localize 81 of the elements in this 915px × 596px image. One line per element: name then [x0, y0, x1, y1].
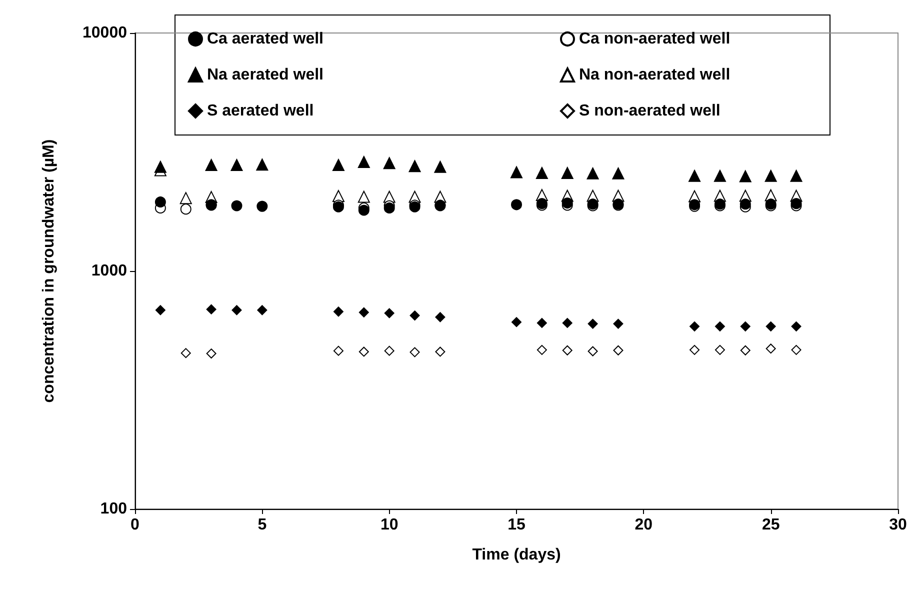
legend-label: S aerated well: [207, 102, 314, 120]
point: [586, 167, 599, 180]
point: [180, 192, 192, 204]
point: [384, 346, 394, 356]
point: [180, 348, 191, 358]
y-tick-label: 1000: [91, 262, 128, 280]
point: [410, 310, 420, 321]
point: [764, 170, 777, 182]
point: [154, 160, 166, 173]
point: [740, 345, 750, 356]
point: [688, 170, 701, 182]
point: [206, 304, 216, 314]
point: [256, 200, 268, 212]
point: [536, 344, 547, 355]
point: [257, 305, 268, 316]
legend-label: S non-aerated well: [579, 102, 720, 120]
y-tick-label: 100: [100, 500, 128, 518]
point: [256, 158, 268, 171]
point: [332, 158, 344, 171]
legend-label: Ca aerated well: [207, 30, 324, 48]
point: [358, 307, 369, 318]
point: [333, 306, 344, 317]
point: [714, 170, 726, 182]
point: [510, 166, 522, 178]
point: [232, 305, 242, 316]
y-axis-title: concentration in groundwater (µM): [40, 139, 58, 403]
point: [740, 321, 750, 332]
point: [180, 204, 192, 215]
point: [410, 347, 420, 358]
point: [613, 318, 624, 329]
point: [358, 190, 370, 203]
point: [562, 345, 572, 356]
x-axis-title: Time (days): [472, 546, 561, 564]
point: [206, 348, 216, 359]
point: [434, 160, 446, 173]
legend-label: Ca non-aerated well: [579, 30, 730, 48]
point: [739, 170, 752, 182]
point: [690, 321, 700, 332]
point: [790, 170, 802, 182]
x-tick-label: 0: [130, 516, 140, 534]
point: [613, 345, 624, 356]
point: [740, 198, 751, 210]
x-tick-label: 10: [380, 516, 398, 534]
point: [384, 308, 394, 318]
x-tick-label: 20: [634, 516, 653, 534]
point: [154, 196, 166, 208]
x-tick-label: 25: [762, 516, 780, 534]
point: [766, 321, 776, 332]
point: [791, 344, 802, 355]
point: [690, 344, 700, 355]
point: [714, 321, 725, 332]
point: [358, 204, 370, 216]
point: [230, 158, 243, 171]
point: [205, 158, 218, 171]
point: [511, 199, 522, 210]
point: [536, 167, 548, 180]
legend-label: Na non-aerated well: [579, 66, 730, 84]
x-tick-label: 15: [508, 516, 526, 534]
point: [358, 156, 370, 168]
point: [714, 344, 725, 355]
legend-label: Na aerated well: [207, 66, 324, 84]
x-tick-label: 5: [258, 516, 267, 534]
point: [435, 312, 446, 322]
point: [358, 346, 369, 357]
point: [155, 305, 166, 316]
point: [383, 157, 396, 170]
point: [561, 167, 574, 180]
x-tick-label: 30: [889, 516, 907, 534]
point: [435, 346, 446, 357]
point: [791, 321, 802, 332]
y-tick-label: 10000: [82, 24, 128, 42]
point: [408, 160, 421, 172]
point: [333, 346, 344, 356]
point: [562, 318, 572, 328]
point: [588, 318, 598, 329]
point: [231, 200, 242, 212]
point: [766, 344, 776, 354]
point: [612, 167, 624, 180]
point: [588, 346, 598, 356]
point: [512, 317, 522, 328]
point: [536, 318, 547, 328]
